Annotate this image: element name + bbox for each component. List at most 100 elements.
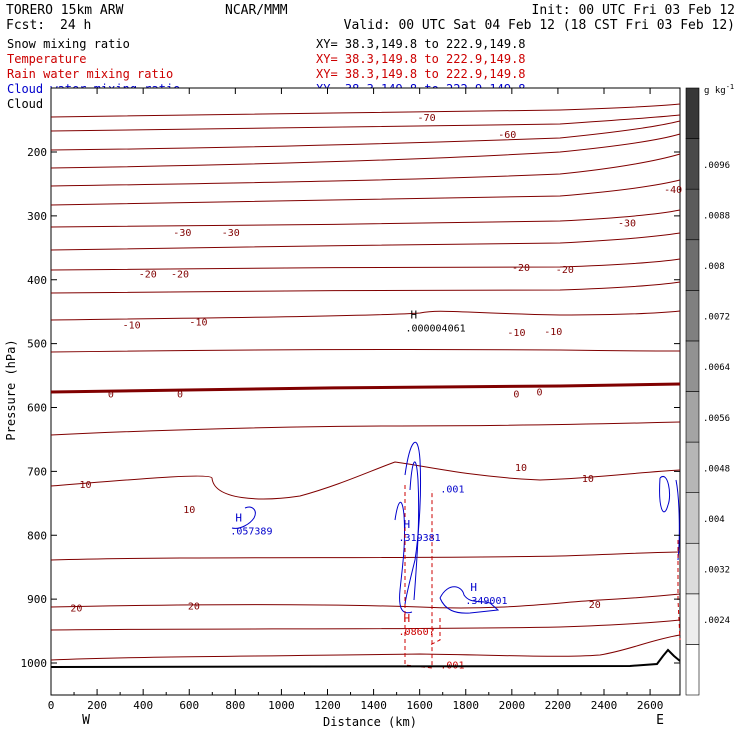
y-tick-label: 300 [27,210,47,223]
extremum-marker: H .000004061 [405,308,465,334]
x-tick-label: 600 [179,699,199,712]
forecast-hours: 24 h [60,18,91,33]
x-tick-label: 2200 [545,699,572,712]
colorbar-cell [685,87,700,139]
isotherm-label: -20 [512,263,530,274]
y-tick-label: 1000 [21,657,48,670]
colorbar-cell [685,188,700,241]
isotherm [50,209,681,228]
cloud-contour [439,586,500,614]
colorbar-cell [685,441,700,493]
x-axis-label: Distance (km) [323,715,417,729]
isotherm [50,310,681,321]
freezing-isotherm [50,382,681,394]
x-tick-label: 200 [87,699,107,712]
extremum-value: .319381 [399,533,441,544]
colorbar-tick-label: .008 [703,262,725,272]
extremum-symbol: H [410,308,417,321]
colorbar-cell [685,391,700,443]
isotherm [50,461,681,500]
extremum-value: .0860? [399,627,435,638]
extremum-value: .349001 [465,596,507,607]
colorbar-cell [685,542,700,595]
cloud-water-contours [231,441,680,614]
x-tick-label: 2600 [637,699,664,712]
y-tick-label: 700 [27,465,47,478]
isotherm-label: -20 [556,265,574,276]
rain-contour [677,540,681,641]
y-tick-label: 600 [27,402,47,415]
isotherm-label: -10 [123,320,141,331]
x-tick-label: 1800 [453,699,480,712]
cloud-contour [394,502,413,614]
isotherm [50,120,681,151]
colorbar-cell [685,644,700,696]
isotherm-label: -60 [498,130,516,141]
x-tick-label: 2400 [591,699,618,712]
isotherm [50,421,681,436]
rain-water-contours [404,485,681,669]
field-label: Snow mixing ratio [7,37,130,51]
isotherm [50,634,681,661]
y-tick-label: 900 [27,593,47,606]
field-cross-section: XY= 38.3,149.8 to 222.9,149.8 [316,67,526,81]
cloud-contour [409,461,420,601]
colorbar: .0024 .0032 .004 .0048 .0056 .0064 .0072 .008 .0… [685,87,730,696]
east-label: E [656,713,664,728]
y-tick-label: 400 [27,274,47,287]
x-tick-label: 0 [48,699,55,712]
isotherm [50,103,681,118]
colorbar-tick-label: .0032 [703,566,730,576]
extremum-symbol: H [470,581,477,594]
colorbar-tick-label: .0072 [703,313,730,323]
x-tick-label: 1600 [406,699,433,712]
colorbar-cell [685,239,700,291]
extremum-value: .000004061 [405,323,465,334]
center-title: NCAR/MMM [225,3,288,18]
colorbar-cell [685,492,700,544]
west-label: W [82,713,90,728]
isotherm-label: -20 [139,269,157,280]
temperature-labels: -70 -60 -40 -30 -30 -30 -20 -20 -20 -20 -10 -10 -10 -… [70,113,682,615]
x-tick-label: 400 [133,699,153,712]
isotherm-label: -10 [507,328,525,339]
x-tick-label: 800 [225,699,245,712]
isotherm [50,281,681,294]
isotherm [50,258,681,271]
x-tick-label: 1400 [360,699,387,712]
isotherm-label: -10 [544,327,562,338]
cloud-contour [659,475,671,513]
y-tick-label: 500 [27,338,47,351]
cloud-contour [231,506,256,529]
colorbar-cell [685,340,700,392]
isotherm-label: 20 [188,602,200,613]
extremum-symbol: H [235,512,242,525]
colorbar-unit: g kg-1 [704,83,734,96]
isotherm-label: 10 [80,480,92,491]
isotherm-label: 10 [515,463,527,474]
isotherm-label: 0 [108,389,114,400]
extremum-symbol: H [404,518,411,531]
isotherm-label: -40 [664,185,682,196]
isotherm-label: 10 [183,505,195,516]
forecast-label: Fcst: [6,18,45,33]
colorbar-tick-label: .0024 [703,616,730,626]
isotherm-label: -30 [173,228,191,239]
x-tick-label: 2000 [499,699,526,712]
extrema-markers: H .000004061 H .057389 H .319381 H .349001 H .086… [230,308,507,637]
y-tick-label: 800 [27,529,47,542]
isotherm-label: -10 [189,317,207,328]
extremum-symbol: H [404,612,411,625]
colorbar-cell [685,290,700,342]
isotherm-label: -30 [618,218,636,229]
field-cross-section: XY= 38.3,149.8 to 222.9,149.8 [316,52,526,66]
isotherm [50,153,681,187]
colorbar-tick-label: .0088 [703,211,730,221]
isotherm-label: -70 [418,113,436,124]
extremum-value: .057389 [230,527,272,538]
isotherm [50,114,681,132]
init-time: Init: 00 UTC Fri 03 Feb 12 [532,3,736,18]
temperature-contours [50,103,681,661]
